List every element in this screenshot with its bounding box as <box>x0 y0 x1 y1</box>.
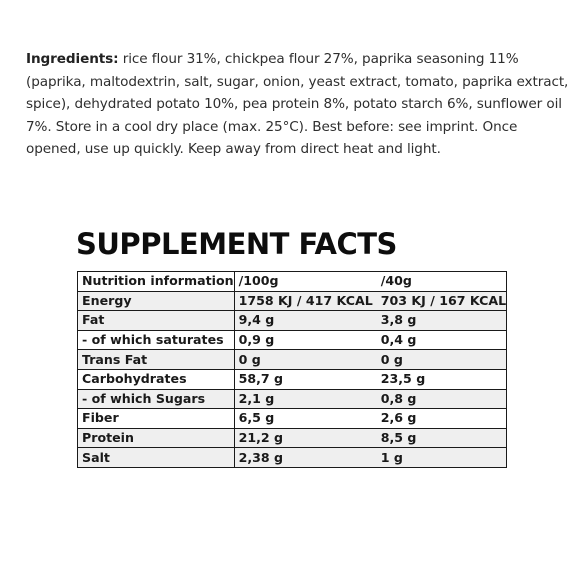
value-per40g: 23,5 g <box>372 368 508 390</box>
value-per100g: 58,7 g <box>233 368 373 390</box>
value-per100g: 6,5 g <box>233 408 373 429</box>
table-row: - of which Sugars 2,1 g 0,8 g <box>77 388 508 410</box>
nutrition-table: Nutrition information /100g /40g Energy … <box>77 271 508 468</box>
value-per40g: 0,8 g <box>372 388 508 410</box>
header-cell-per100g: /100g <box>233 271 373 292</box>
table-row: Trans Fat 0 g 0 g <box>77 349 508 370</box>
table-row: Protein 21,2 g 8,5 g <box>77 427 508 449</box>
value-per40g: 1 g <box>372 447 508 468</box>
value-per100g: 0,9 g <box>233 329 373 351</box>
table-row: Fiber 6,5 g 2,6 g <box>77 408 508 429</box>
nutrient-name: - of which saturates <box>77 329 235 351</box>
nutrient-name: Protein <box>77 427 235 449</box>
table-header-row: Nutrition information /100g /40g <box>77 271 508 292</box>
value-per100g: 0 g <box>233 349 373 370</box>
nutrient-name: Energy <box>77 290 235 312</box>
nutrient-name: Carbohydrates <box>77 368 235 390</box>
value-per100g: 9,4 g <box>233 310 373 331</box>
value-per100g: 2,38 g <box>233 447 373 468</box>
ingredients-label: Ingredients: <box>26 51 119 67</box>
value-per40g: 703 KJ / 167 KCAL <box>372 290 508 312</box>
value-per100g: 2,1 g <box>233 388 373 410</box>
header-cell-label: Nutrition information <box>77 271 235 292</box>
nutrient-name: - of which Sugars <box>77 388 235 410</box>
value-per40g: 8,5 g <box>372 427 508 449</box>
value-per40g: 3,8 g <box>372 310 508 331</box>
value-per40g: 0,4 g <box>372 329 508 351</box>
table-row: - of which saturates 0,9 g 0,4 g <box>77 329 508 351</box>
nutrient-name: Fiber <box>77 408 235 429</box>
table-row: Salt 2,38 g 1 g <box>77 447 508 468</box>
table-row: Fat 9,4 g 3,8 g <box>77 310 508 331</box>
ingredients-text: rice flour 31%, chickpea flour 27%, papr… <box>26 51 569 157</box>
value-per40g: 0 g <box>372 349 508 370</box>
nutrient-name: Fat <box>77 310 235 331</box>
value-per100g: 21,2 g <box>233 427 373 449</box>
value-per40g: 2,6 g <box>372 408 508 429</box>
nutrient-name: Trans Fat <box>77 349 235 370</box>
supplement-facts-title: SUPPLEMENT FACTS <box>76 227 397 261</box>
nutrient-name: Salt <box>77 447 235 468</box>
header-cell-per40g: /40g <box>372 271 508 292</box>
table-row: Carbohydrates 58,7 g 23,5 g <box>77 368 508 390</box>
value-per100g: 1758 KJ / 417 KCAL <box>233 290 373 312</box>
ingredients-paragraph: Ingredients: rice flour 31%, chickpea fl… <box>26 48 574 161</box>
table-row: Energy 1758 KJ / 417 KCAL 703 KJ / 167 K… <box>77 290 508 312</box>
